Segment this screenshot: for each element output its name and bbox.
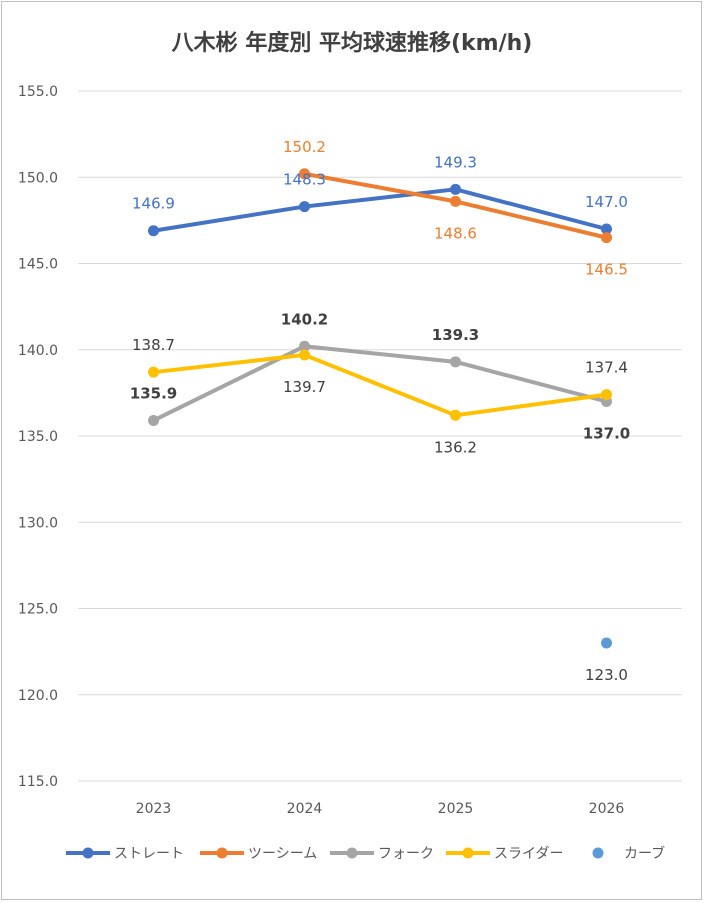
series-line [153,352,607,418]
data-label: 137.0 [583,425,630,443]
chart-title: 八木彬 年度別 平均球速推移(km/h) [172,30,533,56]
legend-label: フォーク [378,846,434,862]
y-tick-label: 150.0 [18,170,58,186]
legend-marker [346,847,358,859]
legend-label: ストレート [114,846,184,862]
data-label: 135.9 [130,384,177,402]
y-axis: 155.0 150.0 145.0 140.0 135.0 130.0 125.0 120.0… [18,84,58,790]
legend-marker [82,847,94,859]
y-tick-label: 130.0 [18,515,58,531]
legend-marker [592,847,604,859]
data-label: 148.6 [434,224,477,242]
legend: ストレート ツーシーム フォーク スライダー カーブ [66,845,665,862]
legend-item: ストレート [66,846,184,862]
series-lines [152,171,608,423]
legend-item: スライダー [446,846,563,862]
legend-item: カーブ [592,845,665,862]
data-labels: 146.9 148.3 149.3 147.0 150.2 148.6 146.5 135.9… [130,138,630,684]
x-tick-label: 2025 [438,801,474,817]
data-label: 146.9 [132,195,175,213]
data-label: 139.3 [432,326,479,344]
y-tick-label: 145.0 [18,257,58,273]
y-tick-label: 135.0 [18,429,58,445]
data-label: 150.2 [283,138,326,156]
data-label: 148.3 [283,171,326,189]
data-point [450,195,461,207]
data-label: 147.0 [585,193,628,211]
data-label: 139.7 [283,378,326,396]
legend-item: ツーシーム [200,846,317,862]
data-label: 146.5 [585,261,628,279]
legend-label: スライダー [494,846,563,862]
data-label: 123.0 [585,666,628,684]
data-point [299,201,310,213]
data-point [450,356,461,368]
data-point [601,232,612,244]
legend-marker [216,847,228,859]
x-tick-label: 2024 [287,801,323,817]
data-label: 140.2 [281,310,328,328]
legend-item: フォーク [330,846,434,862]
series-line [153,187,608,233]
legend-marker [462,847,474,859]
legend-label: ツーシーム [248,846,317,862]
y-tick-label: 120.0 [18,688,58,704]
data-point [299,340,310,352]
data-point [601,637,612,649]
y-tick-label: 155.0 [18,84,58,100]
data-label: 137.4 [585,359,628,377]
data-point [450,183,461,195]
series-line [152,344,608,423]
data-point [450,409,461,421]
legend-label: カーブ [624,845,665,862]
data-point [148,366,159,378]
x-tick-label: 2026 [589,801,625,817]
data-point [148,414,159,426]
y-tick-label: 115.0 [18,774,58,790]
y-tick-label: 140.0 [18,343,58,359]
series-points [148,168,612,649]
data-point [299,168,310,180]
x-tick-label: 2023 [136,801,172,817]
data-point [601,389,612,401]
y-tick-label: 125.0 [18,602,58,618]
data-point [299,349,310,361]
data-point [601,223,612,235]
data-label: 136.2 [434,438,477,456]
data-label: 149.3 [434,153,477,171]
data-point [148,225,159,237]
x-axis: 2023 2024 2025 2026 [136,801,625,817]
gridlines [78,90,682,782]
data-label: 138.7 [132,336,175,354]
